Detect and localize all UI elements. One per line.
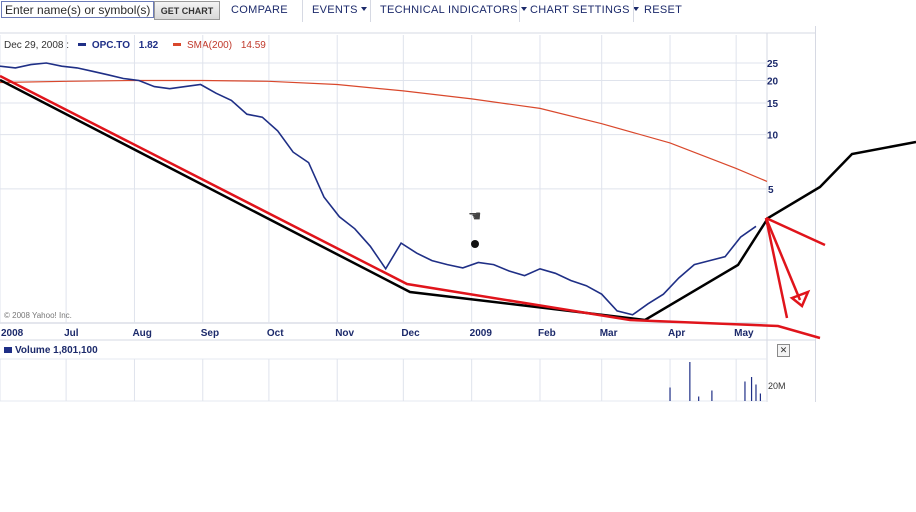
price-series [0, 62, 757, 316]
chevron-down-icon [632, 7, 639, 11]
sma-line [0, 79, 768, 182]
red-trendline [0, 74, 821, 340]
red-arrow-line [765, 216, 826, 247]
compare-label: COMPARE [231, 4, 288, 16]
x-tick-label: Sep [201, 328, 219, 339]
reset-button[interactable]: RESET [644, 4, 682, 16]
chart-grid [0, 32, 815, 402]
toolbar-divider [519, 0, 520, 22]
legend-price-symbol: OPC.TO [91, 40, 130, 51]
volume-value: 1,801,100 [53, 345, 98, 356]
y-tick-label: 5 [768, 185, 774, 196]
chart-frame [0, 26, 816, 402]
x-tick-label: Mar [600, 328, 618, 339]
hand-cursor-icon: ☚ [468, 208, 482, 225]
legend-price-value: 1.82 [138, 40, 159, 51]
y-tick-label: 20 [767, 76, 779, 87]
sma-series [0, 79, 768, 182]
reset-label: RESET [644, 4, 683, 16]
x-tick-label: 2008 [1, 328, 24, 339]
hand-drawn-annotations [0, 74, 916, 340]
x-tick-label: Dec [401, 328, 420, 339]
x-tick-label: Apr [668, 328, 685, 339]
close-icon[interactable]: ✕ [777, 344, 790, 357]
price-line [0, 62, 757, 316]
volume-axis-label: 20M [768, 381, 786, 391]
x-tick-label: Jul [64, 328, 79, 339]
events-label: EVENTS [312, 4, 358, 16]
x-axis: 2008 Jul Aug Sep Oct Nov Dec 2009 Feb Mar Apr May [1, 328, 754, 339]
legend-sma-label: SMA(200) [187, 40, 233, 51]
legend-price-swatch [77, 43, 86, 46]
toolbar-divider [370, 0, 371, 22]
symbol-search-input[interactable] [1, 1, 154, 18]
y-tick-label: 15 [767, 99, 779, 110]
volume-header: Volume 1,801,100 [4, 345, 98, 356]
compare-button[interactable]: COMPARE [231, 4, 288, 16]
toolbar-divider [302, 0, 303, 22]
get-chart-button[interactable]: GET CHART [154, 1, 220, 20]
black-trendline [0, 78, 916, 322]
red-arrowhead [789, 289, 811, 309]
y-tick-label: 10 [767, 131, 779, 142]
volume-swatch [4, 347, 12, 353]
x-tick-label: Oct [267, 328, 284, 339]
legend-sma-entry: SMA(200) 14.59 [173, 40, 272, 51]
volume-label: Volume [15, 345, 51, 356]
x-tick-label: May [734, 328, 754, 339]
legend-price-entry: OPC.TO 1.82 [77, 40, 164, 51]
x-tick-label: Aug [132, 328, 151, 339]
chart-settings-label: CHART SETTINGS [530, 4, 630, 16]
technical-indicators-menu[interactable]: TECHNICAL INDICATORS [380, 4, 527, 16]
x-tick-label: Feb [538, 328, 556, 339]
chart-legend: Dec 29, 2008 : OPC.TO 1.82 SMA(200) 14.5… [4, 40, 278, 51]
chart-toolbar: GET CHART COMPARE EVENTS TECHNICAL INDIC… [0, 0, 916, 22]
x-tick-label: 2009 [470, 328, 493, 339]
chart-settings-menu[interactable]: CHART SETTINGS [530, 4, 639, 16]
legend-sma-value: 14.59 [240, 40, 266, 51]
legend-sma-swatch [173, 43, 182, 46]
toolbar-divider [633, 0, 634, 22]
chart-copyright: © 2008 Yahoo! Inc. [4, 311, 72, 320]
red-arrow-line [764, 217, 802, 301]
chevron-down-icon [360, 7, 367, 11]
y-axis: 25 20 15 10 5 [767, 59, 779, 196]
volume-series [669, 362, 761, 401]
chevron-down-icon [520, 7, 527, 11]
red-arrow-line [764, 217, 789, 319]
events-menu[interactable]: EVENTS [312, 4, 367, 16]
legend-date: Dec 29, 2008 : [4, 40, 70, 51]
technical-indicators-label: TECHNICAL INDICATORS [380, 4, 518, 16]
cursor-dot [471, 240, 479, 248]
x-tick-label: Nov [335, 328, 354, 339]
y-tick-label: 25 [767, 59, 779, 70]
